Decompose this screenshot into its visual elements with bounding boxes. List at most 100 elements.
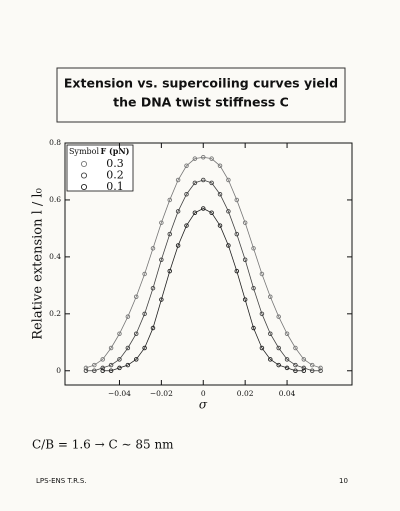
- data-point: [150, 325, 156, 331]
- data-point: [159, 297, 164, 302]
- data-point: [234, 231, 240, 237]
- data-point: [100, 357, 105, 362]
- y-tick-label: 0: [56, 366, 61, 375]
- data-point: [309, 362, 315, 368]
- x-tick-label: 0.04: [279, 389, 296, 398]
- data-point: [175, 243, 181, 248]
- data-point: [242, 297, 248, 302]
- plot-frame: [64, 142, 353, 386]
- data-point: [192, 210, 198, 216]
- data-point: [268, 331, 273, 337]
- data-point: [234, 197, 240, 203]
- data-point: [83, 368, 89, 374]
- data-point: [142, 345, 147, 351]
- data-point: [175, 209, 181, 214]
- data-point: [117, 331, 122, 337]
- data-point: [217, 223, 223, 228]
- data-point: [201, 177, 206, 183]
- data-point: [117, 365, 122, 371]
- legend-header: F (pN): [101, 146, 130, 156]
- data-point: [150, 285, 156, 291]
- data-point: [251, 325, 256, 331]
- formula: C/B = 1.6 → C ∼ 85 nm: [32, 438, 174, 452]
- data-point: [184, 223, 189, 228]
- data-point: [318, 368, 323, 374]
- data-point: [268, 294, 273, 299]
- data-point: [226, 243, 231, 248]
- data-point: [234, 268, 240, 274]
- data-point: [108, 362, 114, 368]
- data-point: [201, 206, 206, 211]
- data-point: [284, 331, 290, 337]
- title-line: Extension vs. supercoiling curves yield: [64, 76, 338, 91]
- page-number: 10: [339, 477, 348, 485]
- data-point: [301, 365, 307, 371]
- legend-box: [66, 144, 134, 192]
- data-point: [293, 368, 298, 374]
- data-point: [276, 314, 281, 319]
- x-tick-label: −0.04: [108, 389, 131, 398]
- data-point: [133, 331, 139, 337]
- legend-symbol: [80, 183, 88, 191]
- data-point: [184, 191, 189, 197]
- data-point: [159, 220, 164, 225]
- y-tick-label: 0.6: [49, 195, 61, 204]
- data-point: [100, 368, 105, 374]
- title-box: [56, 67, 346, 123]
- data-point: [301, 357, 307, 362]
- data-point: [209, 156, 214, 161]
- data-point: [309, 368, 315, 374]
- x-tick-label: 0.02: [237, 389, 254, 398]
- data-point: [226, 209, 231, 214]
- data-point: [142, 311, 147, 317]
- data-point: [251, 246, 256, 251]
- legend-symbol: [80, 172, 88, 179]
- fit-line: [85, 156, 321, 369]
- data-point: [209, 180, 214, 186]
- data-point: [125, 345, 131, 351]
- data-point: [192, 156, 198, 161]
- data-point: [268, 357, 273, 362]
- title-line: the DNA twist stiffness C: [113, 95, 289, 110]
- data-point: [242, 220, 248, 225]
- data-point: [251, 285, 256, 291]
- data-point: [108, 345, 114, 351]
- data-point: [217, 191, 223, 197]
- data-point: [201, 154, 206, 160]
- legend-label: 0.3: [106, 157, 124, 170]
- data-point: [159, 257, 164, 262]
- data-point: [133, 357, 139, 362]
- data-point: [133, 294, 139, 299]
- y-tick-label: 0.8: [49, 138, 61, 147]
- fit-line: [85, 179, 321, 372]
- data-point: [209, 210, 214, 216]
- data-point: [167, 268, 172, 274]
- legend-label: 0.1: [106, 180, 124, 193]
- legend-label: 0.2: [106, 169, 124, 182]
- data-point: [284, 357, 290, 362]
- data-point: [318, 365, 323, 371]
- data-point: [83, 365, 89, 371]
- data-point: [259, 345, 265, 351]
- data-point: [192, 180, 198, 186]
- y-tick-label: 0.4: [49, 252, 61, 261]
- data-point: [92, 362, 97, 368]
- x-axis-label: σ: [199, 398, 208, 412]
- x-tick-label: 0: [201, 389, 206, 398]
- legend-header: Symbol: [69, 147, 100, 156]
- data-point: [259, 271, 265, 277]
- data-point: [242, 257, 248, 262]
- data-point: [167, 231, 172, 237]
- legend-symbol: [80, 160, 88, 168]
- footer-left: LPS-ENS T.R.S.: [36, 477, 87, 485]
- x-tick-label: −0.02: [150, 389, 173, 398]
- data-point: [142, 271, 147, 277]
- data-point: [259, 311, 265, 317]
- data-point: [100, 365, 105, 371]
- data-point: [293, 345, 298, 351]
- y-axis-label: Relative extension l / l₀: [31, 188, 46, 340]
- fit-line: [102, 208, 304, 372]
- data-point: [217, 163, 223, 169]
- data-point: [226, 177, 231, 183]
